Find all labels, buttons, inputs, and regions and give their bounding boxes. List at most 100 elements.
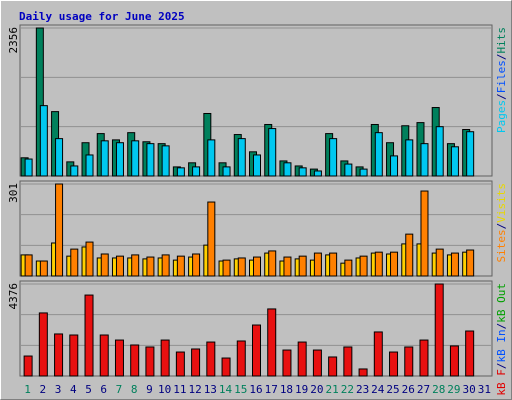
x-tick-label: 22	[341, 383, 354, 396]
bar	[450, 146, 459, 177]
x-tick-label: 20	[310, 383, 323, 396]
legend-separator: /	[495, 54, 508, 61]
bar	[191, 348, 201, 377]
bar	[358, 368, 368, 377]
bar	[405, 233, 414, 277]
bar	[252, 324, 261, 377]
bar	[206, 341, 216, 377]
bar	[283, 256, 292, 277]
legend-entry: kB F	[495, 369, 508, 396]
bar	[192, 166, 201, 177]
bar	[283, 162, 292, 177]
bar	[390, 155, 399, 177]
x-tick-label: 12	[188, 383, 201, 396]
bar	[145, 346, 155, 377]
x-tick-label: 2	[40, 383, 47, 396]
bar	[420, 190, 429, 277]
bar	[237, 138, 246, 177]
bar	[329, 138, 338, 177]
bar	[390, 251, 399, 277]
x-tick-label: 8	[131, 383, 138, 396]
bar	[359, 255, 368, 277]
x-tick-label: 3	[55, 383, 62, 396]
legend: kB F/kB In/kB Out	[495, 283, 508, 396]
bar	[161, 145, 170, 177]
x-tick-label: 27	[417, 383, 430, 396]
bar	[222, 166, 231, 177]
y-tick-label: 301	[7, 183, 20, 203]
bar	[100, 140, 109, 177]
bar	[221, 357, 231, 377]
bar	[343, 346, 353, 377]
bar	[24, 254, 33, 277]
x-tick-label: 4	[70, 383, 77, 396]
x-tick-label: 23	[356, 383, 369, 396]
bar	[420, 143, 429, 177]
bar	[313, 252, 322, 277]
bar	[115, 142, 124, 177]
bar	[85, 154, 94, 177]
bar	[466, 131, 475, 177]
bar	[359, 168, 368, 177]
bar	[419, 339, 429, 377]
x-tick-label: 5	[85, 383, 92, 396]
bar	[373, 331, 383, 377]
bar	[405, 139, 414, 177]
bar	[374, 132, 383, 177]
bar	[207, 139, 216, 177]
bar	[38, 312, 48, 377]
bar	[100, 253, 109, 277]
bar	[404, 346, 414, 377]
legend-separator: /	[495, 223, 508, 230]
bar	[114, 339, 124, 377]
bar	[466, 249, 475, 277]
x-tick-label: 10	[158, 383, 171, 396]
bar	[313, 170, 322, 177]
bar	[312, 349, 322, 377]
bar	[115, 255, 124, 277]
bar	[374, 251, 383, 277]
legend-separator: /	[495, 323, 508, 330]
bar	[298, 167, 307, 177]
legend-separator: /	[495, 93, 508, 100]
bar	[237, 257, 246, 277]
bar	[236, 340, 246, 377]
bar	[344, 163, 353, 177]
bar	[176, 167, 185, 177]
x-tick-label: 14	[219, 383, 233, 396]
chart-title: Daily usage for June 2025	[19, 10, 185, 23]
bar	[99, 334, 109, 377]
x-tick-label: 11	[173, 383, 186, 396]
bar	[268, 128, 277, 177]
bar	[253, 154, 261, 177]
legend-entry: Pages	[495, 100, 508, 133]
x-tick-label: 29	[447, 383, 460, 396]
bar	[160, 339, 170, 377]
x-tick-label: 13	[204, 383, 217, 396]
x-tick-label: 9	[146, 383, 153, 396]
bar	[329, 252, 338, 277]
bar	[450, 252, 459, 277]
bar	[465, 330, 475, 377]
x-tick-label: 17	[265, 383, 278, 396]
x-tick-label: 16	[249, 383, 262, 396]
bar	[298, 255, 307, 277]
bar	[69, 334, 79, 377]
bar	[23, 355, 33, 377]
bar	[282, 349, 292, 377]
bar	[192, 253, 201, 277]
bar	[39, 105, 48, 177]
legend-entry: Files	[495, 60, 508, 93]
x-tick-label: 30	[463, 383, 476, 396]
bar	[222, 259, 231, 277]
y-tick-label: 4376	[7, 283, 20, 310]
bar	[344, 259, 353, 277]
bar	[146, 143, 155, 177]
bar	[84, 294, 94, 377]
bar	[131, 140, 140, 177]
bar	[131, 254, 140, 277]
x-tick-label: 7	[116, 383, 123, 396]
bar	[328, 356, 338, 377]
